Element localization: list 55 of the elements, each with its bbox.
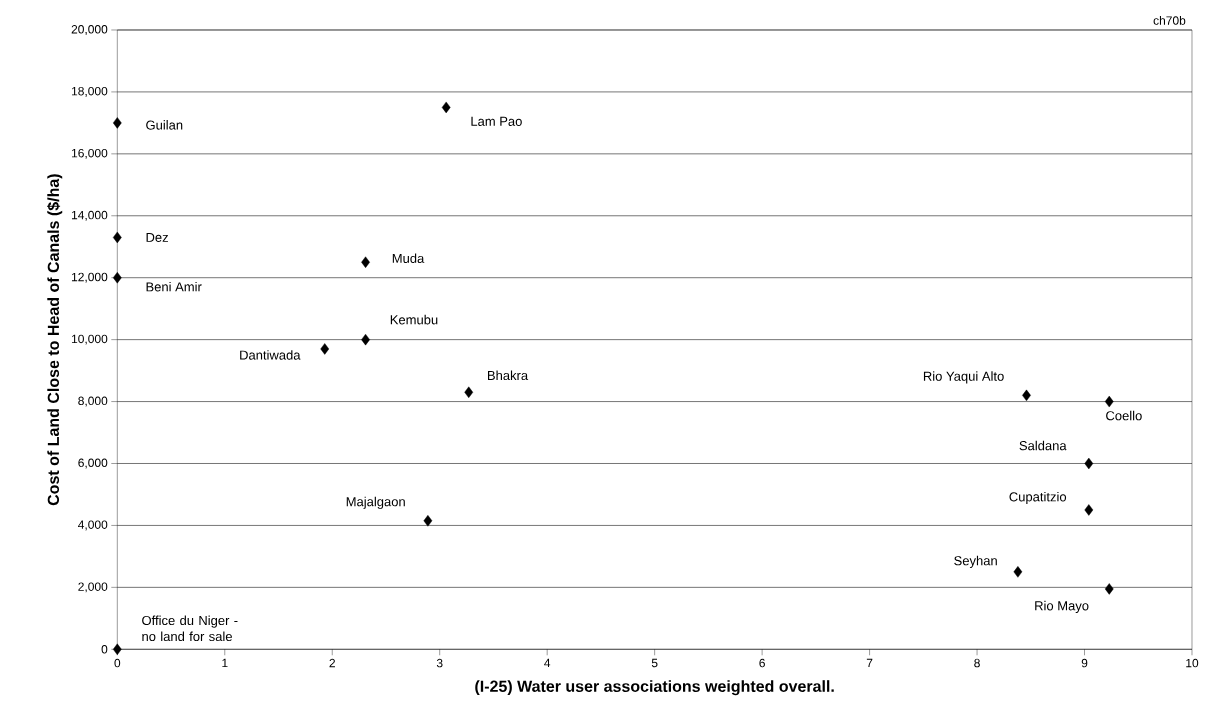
annotation: Kemubu <box>390 314 438 325</box>
y-tick-label: 4,000 <box>78 520 108 531</box>
text: ch70b <box>1153 15 1186 25</box>
y-tick-label: 6,000 <box>78 458 108 469</box>
point <box>361 256 370 268</box>
y-tick-label: 12,000 <box>71 272 108 283</box>
point <box>112 117 122 129</box>
point <box>1104 583 1114 595</box>
annotation: Seyhan <box>954 555 997 568</box>
x-tick-label: 10 <box>1186 658 1199 668</box>
y-tick-label: 16,000 <box>71 148 108 159</box>
y-tick-label: 14,000 <box>71 210 108 221</box>
annotation: Coello <box>1106 410 1142 421</box>
annotation: Guilan <box>146 120 183 130</box>
annotation: Saldana <box>1019 440 1067 451</box>
x-axis-title: (I-25) Water user associations weighted overall. <box>475 680 834 696</box>
annotation: Cupatitzio <box>1009 491 1067 504</box>
point <box>1104 395 1114 408</box>
x-tick-label: 2 <box>329 658 335 668</box>
annotation: Muda <box>392 253 425 263</box>
annotation: Rio Mayo <box>1035 600 1089 613</box>
annotation: Dantiwada <box>240 350 301 360</box>
x-tick-label: 1 <box>222 658 228 668</box>
x-tick-label: 0 <box>114 658 121 668</box>
x-tick-label: 9 <box>1081 658 1088 668</box>
y-tick-label: 18,000 <box>71 86 108 97</box>
point <box>1013 566 1023 578</box>
annotation: Lam Pao <box>471 116 522 126</box>
y-tick-label: 20,000 <box>71 25 108 35</box>
y-axis-title: Cost of Land Close to Head of Canals ($/ha) <box>47 174 63 506</box>
y-tick-label: 2,000 <box>78 582 108 593</box>
y-tick-label: 0 <box>101 645 108 654</box>
point <box>112 643 122 655</box>
x-tick-label: 6 <box>759 658 765 668</box>
point <box>423 515 433 527</box>
annotation: Beni Amir <box>146 281 202 292</box>
point <box>1084 504 1094 516</box>
x-tick-label: 3 <box>436 658 443 668</box>
x-tick-label: 4 <box>544 658 551 668</box>
point <box>320 343 330 355</box>
y-tick-label: 8,000 <box>78 396 108 407</box>
annotation: Majalgaon <box>346 496 405 509</box>
point <box>441 101 451 114</box>
y-tick-label: 10,000 <box>71 334 108 345</box>
annotation: Bhakra <box>488 370 529 381</box>
annotation: Office du Niger - no land for sale <box>142 615 238 642</box>
x-tick-label: 8 <box>974 658 980 668</box>
x-tick-label: 5 <box>651 658 658 668</box>
point <box>112 272 122 284</box>
x-tick-label: 7 <box>866 658 873 668</box>
annotation: Rio Yaqui Alto <box>923 371 1004 384</box>
point <box>112 231 122 244</box>
annotation: Dez <box>146 232 168 242</box>
point <box>464 386 474 398</box>
point <box>1084 457 1094 470</box>
